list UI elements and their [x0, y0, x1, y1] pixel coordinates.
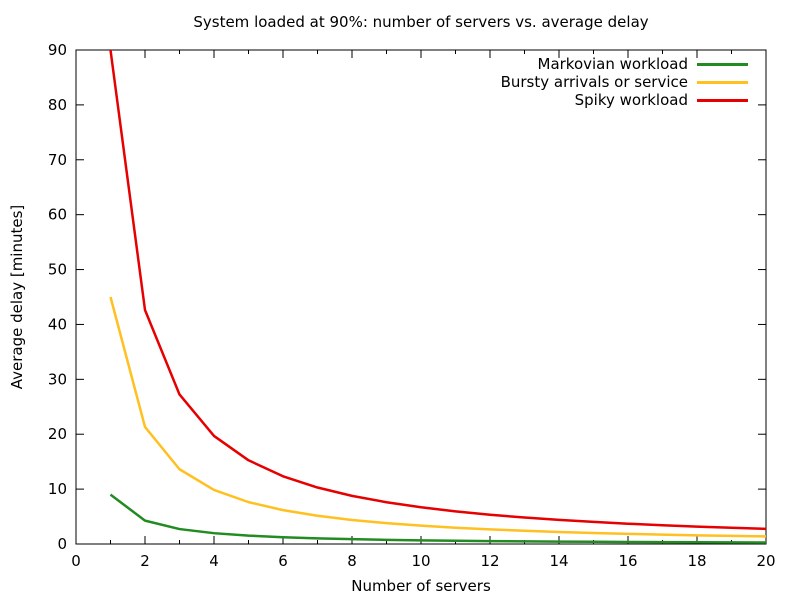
legend-line-swatch	[697, 62, 748, 66]
y-tick-label: 60	[48, 206, 67, 224]
x-tick-label: 16	[618, 552, 637, 570]
y-tick-label: 70	[48, 151, 67, 169]
chart-title: System loaded at 90%: number of servers …	[193, 13, 649, 31]
y-tick-label: 0	[57, 535, 67, 553]
legend-item-bursty: Bursty arrivals or service	[501, 73, 748, 91]
series-line	[109, 49, 767, 531]
y-tick-label: 50	[48, 261, 67, 279]
legend-label: Bursty arrivals or service	[500, 73, 688, 91]
legend-line-swatch	[697, 98, 748, 102]
x-tick-label: 0	[71, 552, 81, 570]
legend-label: Markovian workload	[537, 55, 689, 73]
series-line	[109, 493, 767, 544]
y-tick-label: 20	[48, 425, 67, 443]
y-tick-label: 10	[48, 480, 67, 498]
x-tick-label: 20	[756, 552, 775, 570]
x-tick-label: 10	[411, 552, 430, 570]
x-tick-label: 8	[347, 552, 357, 570]
y-tick-label: 90	[48, 41, 67, 59]
legend-label: Spiky workload	[574, 91, 688, 109]
x-tick-label: 18	[687, 552, 706, 570]
x-tick-label: 4	[209, 552, 219, 570]
x-tick-label: 6	[278, 552, 288, 570]
legend-item-spiky: Spiky workload	[501, 91, 748, 109]
y-axis-label: Average delay [minutes]	[8, 204, 26, 390]
legend-line-swatch	[697, 80, 748, 84]
legend: Markovian workload Bursty arrivals or se…	[501, 55, 748, 109]
x-axis-label: Number of servers	[351, 577, 491, 595]
series-line	[109, 296, 767, 538]
y-tick-label: 30	[48, 370, 67, 388]
legend-item-markovian: Markovian workload	[501, 55, 748, 73]
x-tick-label: 2	[140, 552, 150, 570]
y-tick-label: 80	[48, 96, 67, 114]
y-tick-label: 40	[48, 315, 67, 333]
x-tick-label: 12	[480, 552, 499, 570]
x-tick-label: 14	[549, 552, 568, 570]
